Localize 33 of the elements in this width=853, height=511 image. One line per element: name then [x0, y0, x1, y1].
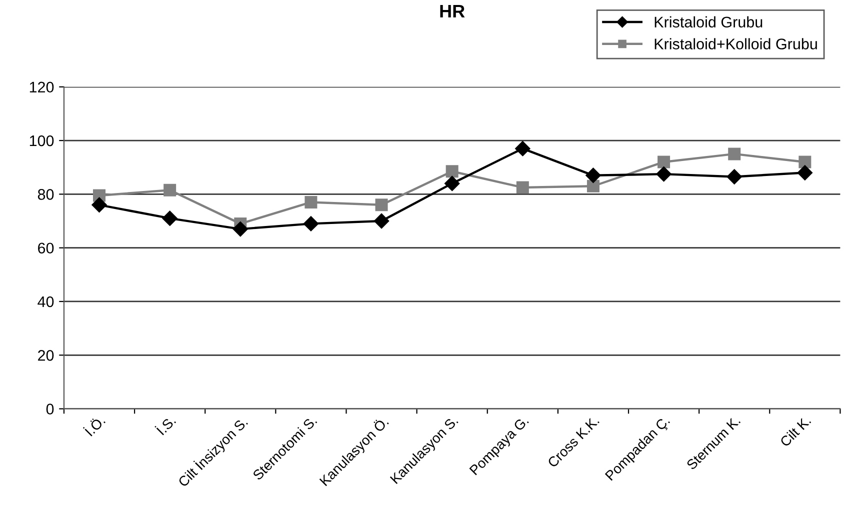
chart-title: HR: [440, 5, 465, 18]
point: [444, 176, 460, 192]
point: [374, 213, 390, 229]
point: [162, 210, 178, 226]
y-tick-label: 0: [46, 404, 54, 414]
point: [728, 148, 741, 160]
point: [516, 181, 529, 194]
y-tick-label: 60: [38, 242, 54, 254]
point: [586, 180, 600, 192]
point: [797, 165, 812, 180]
point: [303, 216, 319, 232]
y-tick-label: 80: [38, 189, 54, 200]
point: [798, 156, 812, 168]
point: [658, 156, 670, 168]
point: [164, 184, 176, 196]
point: [375, 198, 388, 212]
point: [726, 169, 742, 184]
point: [515, 141, 530, 156]
legend-label: Kristaloid Grubu: [654, 16, 762, 28]
point: [656, 166, 672, 182]
y-tick-label: 120: [30, 82, 54, 93]
y-tick-label: 40: [38, 296, 54, 308]
y-tick-label: 100: [30, 135, 54, 146]
x-tick-label: İ.Ö.: [82, 414, 106, 436]
y-tick-label: 20: [38, 350, 54, 361]
point: [446, 165, 458, 178]
point: [304, 196, 318, 208]
x-tick-label: İ.S.: [154, 414, 176, 436]
x-tick-label: Cilt K.: [779, 415, 812, 448]
legend-label: Kristaloid+Kolloid Grubu: [654, 38, 817, 50]
point: [586, 168, 601, 183]
point: [92, 197, 107, 212]
point: [232, 221, 248, 237]
